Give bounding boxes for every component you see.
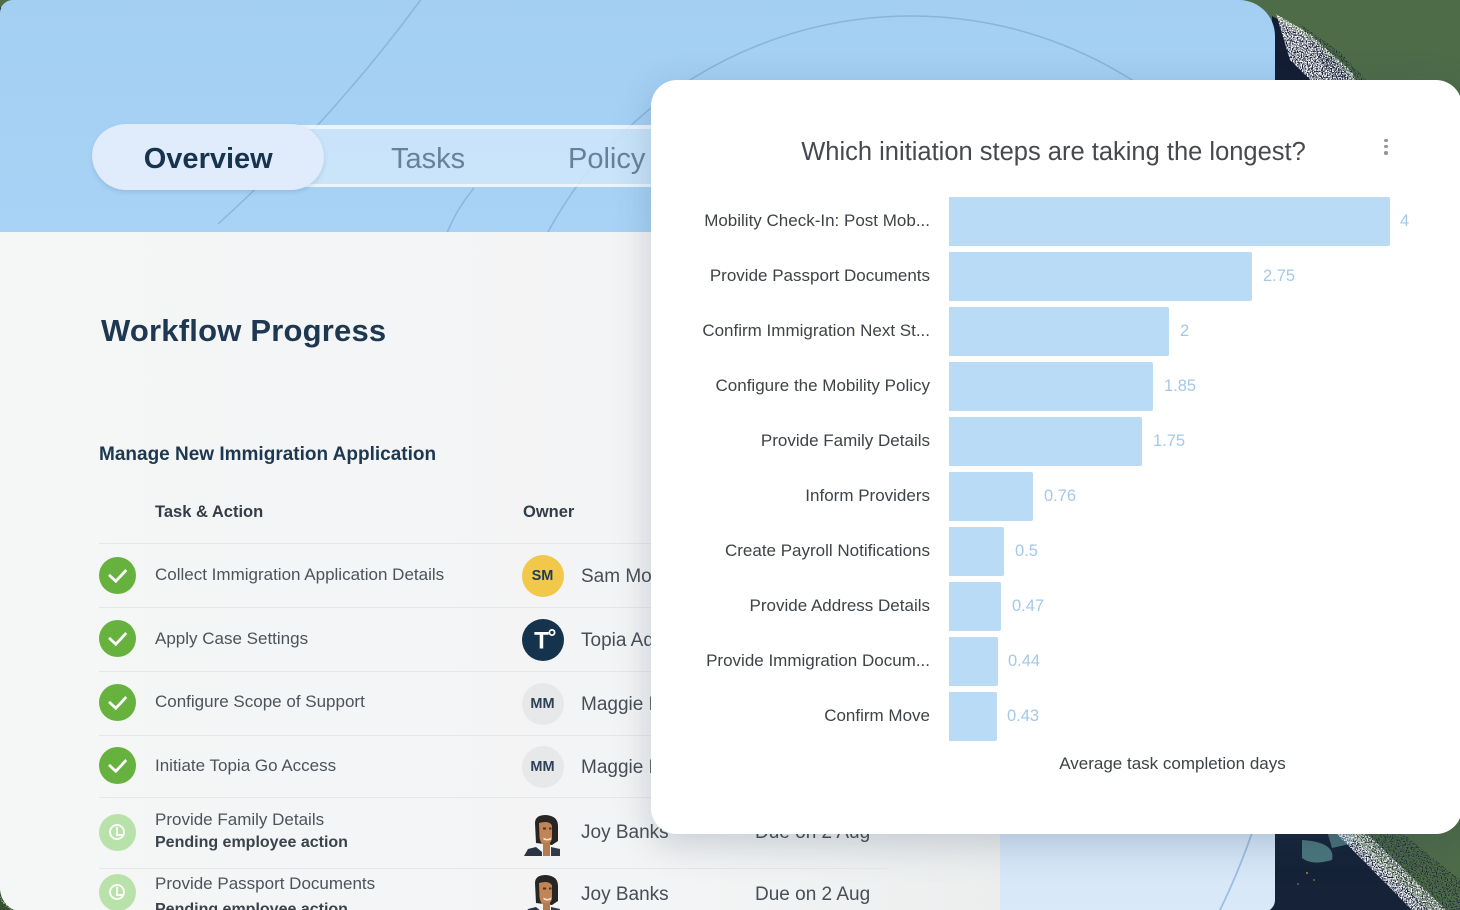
svg-text:T: T	[534, 628, 549, 655]
